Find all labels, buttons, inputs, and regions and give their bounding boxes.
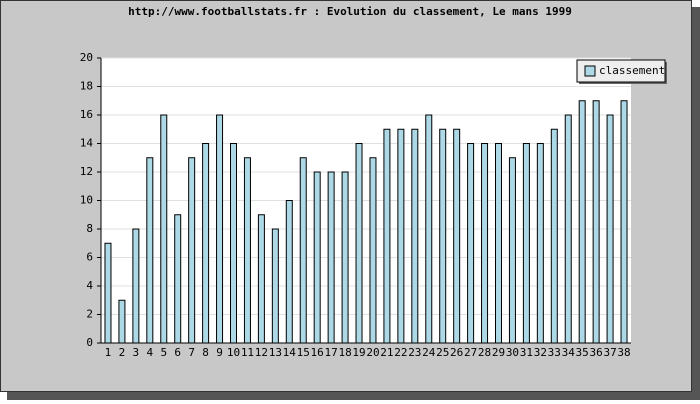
bar xyxy=(341,171,349,344)
x-tick-label: 26 xyxy=(450,346,463,359)
x-tick-label: 12 xyxy=(255,346,268,359)
bar xyxy=(118,299,126,344)
bar xyxy=(299,157,307,344)
x-tick-label: 33 xyxy=(548,346,561,359)
x-tick-label: 10 xyxy=(227,346,240,359)
legend-label: classement xyxy=(599,64,665,77)
bar xyxy=(327,171,335,344)
x-tick-label: 4 xyxy=(147,346,154,359)
bar xyxy=(536,143,544,344)
x-tick-label: 9 xyxy=(216,346,223,359)
y-tick-label: 4 xyxy=(86,279,93,292)
x-tick-label: 8 xyxy=(202,346,209,359)
x-tick-label: 17 xyxy=(325,346,338,359)
x-tick-label: 7 xyxy=(188,346,195,359)
bar xyxy=(146,157,154,344)
x-tick-label: 20 xyxy=(366,346,379,359)
x-tick-label: 24 xyxy=(422,346,436,359)
bar xyxy=(425,114,433,344)
y-tick-label: 2 xyxy=(86,308,93,321)
bar xyxy=(495,143,502,344)
bar xyxy=(285,200,293,344)
bar xyxy=(132,228,140,344)
y-tick-label: 12 xyxy=(80,165,93,178)
x-tick-label: 29 xyxy=(492,346,505,359)
legend xyxy=(576,59,666,83)
x-tick-label: 5 xyxy=(160,346,167,359)
x-tick-label: 31 xyxy=(520,346,533,359)
x-tick-label: 35 xyxy=(576,346,589,359)
x-tick-label: 6 xyxy=(174,346,181,359)
chart-title: http://www.footballstats.fr : Evolution … xyxy=(128,5,572,18)
x-tick-label: 21 xyxy=(380,346,393,359)
x-tick-label: 11 xyxy=(241,346,254,359)
bar xyxy=(592,100,600,344)
bar xyxy=(271,228,279,344)
bar xyxy=(383,128,391,344)
y-tick-label: 6 xyxy=(86,251,93,264)
x-tick-label: 34 xyxy=(562,346,576,359)
x-tick-label: 36 xyxy=(590,346,603,359)
bar xyxy=(230,143,237,344)
y-tick-label: 14 xyxy=(80,137,94,150)
x-tick-label: 18 xyxy=(338,346,351,359)
bar xyxy=(216,114,224,344)
y-tick-label: 16 xyxy=(80,108,93,121)
x-tick-label: 37 xyxy=(603,346,616,359)
y-tick-label: 8 xyxy=(86,222,93,235)
x-tick-label: 22 xyxy=(394,346,407,359)
x-tick-label: 25 xyxy=(436,346,449,359)
x-tick-label: 30 xyxy=(506,346,519,359)
x-tick-label: 28 xyxy=(478,346,491,359)
x-tick-label: 32 xyxy=(534,346,547,359)
bar xyxy=(411,128,419,344)
bar xyxy=(160,114,168,344)
bar xyxy=(620,100,628,344)
bar xyxy=(313,171,321,344)
bar xyxy=(439,128,447,344)
x-tick-label: 1 xyxy=(105,346,112,359)
y-tick-label: 0 xyxy=(86,336,93,349)
x-tick-label: 38 xyxy=(617,346,630,359)
bar xyxy=(453,128,461,344)
y-tick-label: 20 xyxy=(80,51,93,64)
x-tick-label: 2 xyxy=(119,346,126,359)
bar xyxy=(202,143,210,344)
bar xyxy=(467,143,475,344)
x-tick-label: 14 xyxy=(283,346,297,359)
x-tick-label: 19 xyxy=(352,346,365,359)
bar xyxy=(508,157,516,344)
x-tick-label: 3 xyxy=(133,346,140,359)
x-tick-label: 23 xyxy=(408,346,421,359)
x-tick-label: 13 xyxy=(269,346,282,359)
bar xyxy=(606,114,614,344)
y-tick-label: 10 xyxy=(80,194,93,207)
bar xyxy=(550,128,558,344)
bar xyxy=(481,143,489,344)
bar xyxy=(369,157,377,344)
y-tick-label: 18 xyxy=(80,80,93,93)
bar xyxy=(188,157,196,344)
bar xyxy=(355,143,363,344)
bar xyxy=(578,100,586,344)
bar xyxy=(522,143,530,344)
legend-swatch xyxy=(584,65,596,77)
x-tick-label: 16 xyxy=(311,346,324,359)
x-tick-label: 27 xyxy=(464,346,477,359)
bar xyxy=(397,128,405,344)
bar xyxy=(257,214,265,344)
bar xyxy=(104,242,112,344)
bar xyxy=(243,157,251,344)
x-tick-label: 15 xyxy=(297,346,310,359)
bar xyxy=(174,214,182,344)
bar xyxy=(564,114,572,344)
